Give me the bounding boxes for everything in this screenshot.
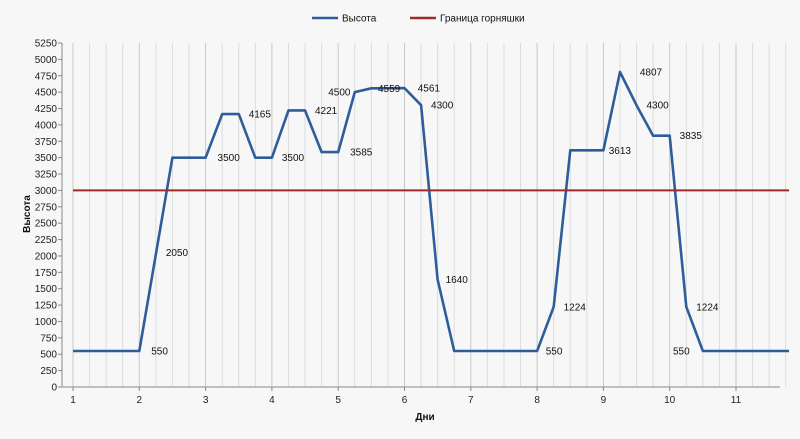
y-tick-label: 4250 bbox=[35, 104, 58, 115]
data-label: 4221 bbox=[315, 106, 338, 117]
series-line-altitude bbox=[73, 70, 789, 353]
y-tick-label: 1000 bbox=[35, 317, 58, 328]
data-label: 1640 bbox=[446, 275, 469, 286]
data-label-layer: 550 2050 3500 4165 3500 4221 3585 4500 4559 4561 4… bbox=[151, 68, 719, 358]
data-label: 550 bbox=[546, 346, 563, 357]
y-tick-label: 3500 bbox=[35, 153, 58, 164]
data-label: 4561 bbox=[418, 84, 441, 95]
y-tick-label: 2250 bbox=[35, 235, 58, 246]
data-label: 3585 bbox=[350, 148, 373, 159]
data-label: 4165 bbox=[249, 110, 272, 121]
data-label: 2050 bbox=[166, 248, 189, 259]
data-label: 1224 bbox=[696, 302, 719, 313]
data-label: 4500 bbox=[328, 88, 351, 99]
data-label: 3500 bbox=[218, 153, 241, 164]
y-tick-label: 3750 bbox=[35, 137, 58, 148]
y-tick-label: 2000 bbox=[35, 251, 58, 262]
x-tick-label: 5 bbox=[335, 395, 341, 406]
x-tick-label: 2 bbox=[137, 395, 143, 406]
y-tick-label: 3000 bbox=[35, 186, 58, 197]
data-label: 4807 bbox=[640, 68, 663, 79]
x-tick-label: 1 bbox=[70, 395, 76, 406]
data-label: 3500 bbox=[282, 153, 305, 164]
legend-label: Высота bbox=[342, 14, 377, 25]
x-tick-label: 9 bbox=[601, 395, 607, 406]
y-tick-label: 2500 bbox=[35, 219, 58, 230]
y-tick-label: 500 bbox=[40, 350, 57, 361]
x-axis-title: Дни bbox=[415, 412, 434, 423]
y-tick-label: 4000 bbox=[35, 120, 58, 131]
data-label: 550 bbox=[151, 346, 168, 357]
x-tick-label: 4 bbox=[269, 395, 275, 406]
legend: Высота Граница горняшки bbox=[312, 14, 525, 25]
data-label: 4300 bbox=[431, 101, 454, 112]
data-label: 3613 bbox=[609, 146, 632, 157]
y-tick-label: 250 bbox=[40, 366, 57, 377]
y-tick-label: 3250 bbox=[35, 170, 58, 181]
series-layer bbox=[73, 70, 789, 353]
x-tick-label: 8 bbox=[534, 395, 540, 406]
y-tick-label: 4500 bbox=[35, 88, 58, 99]
x-tick-label: 6 bbox=[402, 395, 408, 406]
grid-layer bbox=[72, 43, 787, 387]
axis-layer: 0250500750100012501500175020002250250027… bbox=[35, 39, 780, 406]
y-tick-label: 5000 bbox=[35, 55, 58, 66]
data-label: 550 bbox=[673, 346, 690, 357]
y-tick-label: 1750 bbox=[35, 268, 58, 279]
x-tick-label: 11 bbox=[731, 395, 742, 406]
data-label: 4300 bbox=[646, 101, 669, 112]
y-tick-label: 0 bbox=[51, 383, 57, 394]
y-tick-label: 1500 bbox=[35, 284, 58, 295]
y-axis-title: Высота bbox=[22, 195, 33, 233]
x-tick-label: 10 bbox=[664, 395, 676, 406]
x-tick-label: 3 bbox=[203, 395, 209, 406]
data-label: 4559 bbox=[378, 84, 401, 95]
y-tick-label: 750 bbox=[40, 333, 57, 344]
legend-label: Граница горняшки bbox=[440, 14, 525, 25]
data-label: 3835 bbox=[680, 131, 703, 142]
x-tick-label: 7 bbox=[468, 395, 474, 406]
y-tick-label: 4750 bbox=[35, 71, 58, 82]
y-tick-label: 5250 bbox=[35, 39, 58, 50]
y-tick-label: 1250 bbox=[35, 301, 58, 312]
y-tick-label: 2750 bbox=[35, 202, 58, 213]
data-label: 1224 bbox=[564, 302, 587, 313]
